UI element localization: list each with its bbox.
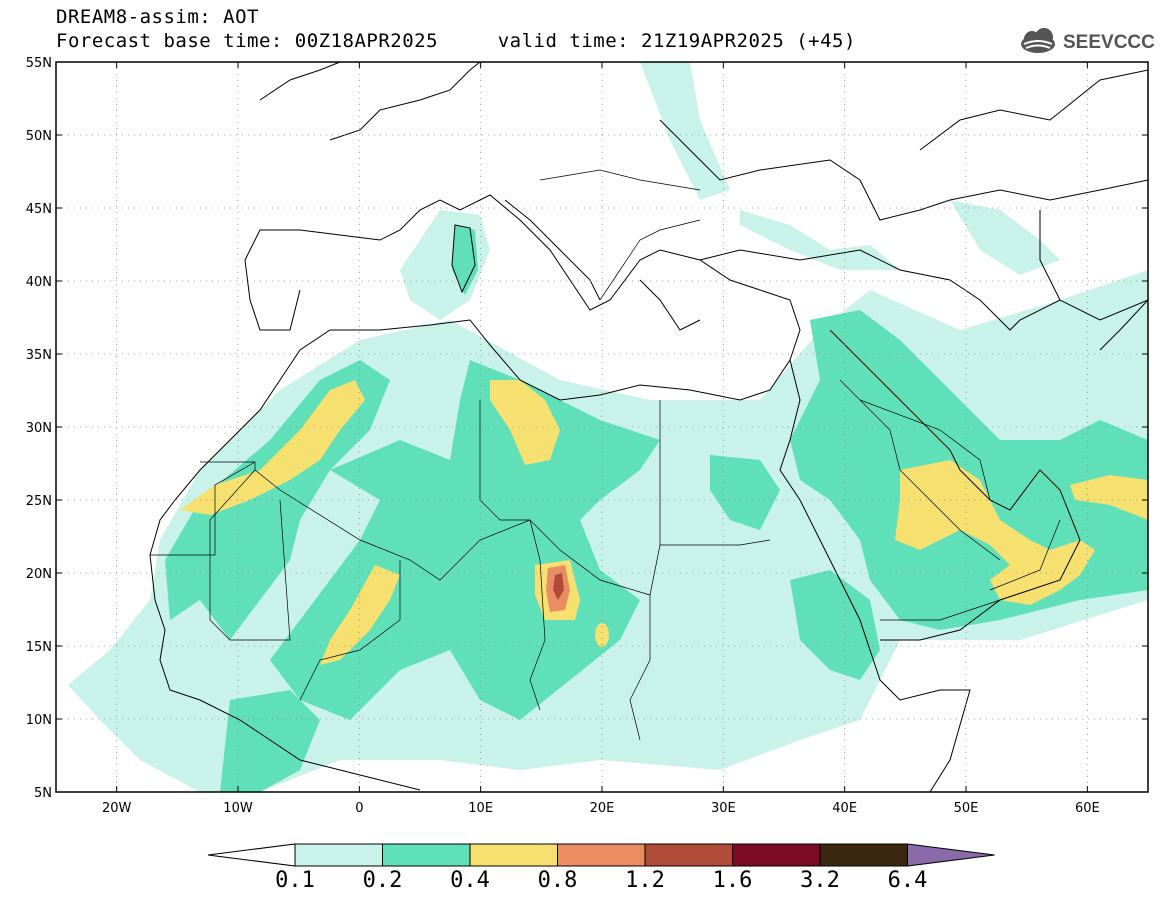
aot-level-0.4-area <box>1070 475 1148 520</box>
aot-level-0.4-area <box>490 380 560 465</box>
lat-tick-label: 10N <box>26 713 52 728</box>
lat-tick-label: 15N <box>26 640 52 655</box>
aot-level-0.1-area <box>640 62 730 200</box>
lon-tick-label: 60E <box>1075 801 1100 816</box>
aot-level-0.1-area <box>950 200 1060 275</box>
colorbar-swatch <box>644 843 733 867</box>
lon-tick-label: 20W <box>102 801 132 816</box>
colorbar-level-label: 0.1 <box>275 868 315 893</box>
lon-tick-label: 0 <box>355 801 363 816</box>
lon-tick-label: 20E <box>590 801 615 816</box>
seevccc-logo: SEEVCCC <box>1016 26 1156 56</box>
lon-tick-labels: 20W 10W 0 10E 20E 30E 40E 50E 60E <box>102 62 1100 816</box>
forecast-time-line: Forecast base time: 00Z18APR2025 valid t… <box>56 30 856 52</box>
aot-level-0.1-area <box>740 210 900 270</box>
colorbar-swatch <box>819 843 908 867</box>
colorbar-level-label: 3.2 <box>800 868 840 893</box>
lon-tick-label: 30E <box>711 801 736 816</box>
logo-text: SEEVCCC <box>1063 32 1155 53</box>
colorbar-swatch <box>382 843 471 867</box>
colorbar-level-label: 0.2 <box>362 868 403 893</box>
aot-level-0.2-area <box>710 455 780 530</box>
lat-tick-label: 40N <box>26 275 52 290</box>
lon-tick-label: 10W <box>223 801 253 816</box>
lat-tick-label: 45N <box>26 202 52 217</box>
colorbar-swatch <box>469 843 558 867</box>
colorbar-level-label: 0.8 <box>537 868 578 893</box>
colorbar-swatch <box>557 843 646 867</box>
aot-level-0.4-area <box>595 623 609 647</box>
coastlines <box>149 62 1148 792</box>
colorbar-swatch <box>294 843 383 867</box>
lat-tick-label: 5N <box>34 786 52 801</box>
aot-level-0.4-area <box>895 460 1095 605</box>
colorbar-low-arrow <box>207 843 296 867</box>
colorbar-level-label: 0.4 <box>450 868 490 893</box>
colorbar-level-label: 1.6 <box>712 868 753 893</box>
lat-tick-label: 25N <box>26 494 52 509</box>
colorbar-swatch <box>732 843 821 867</box>
lat-tick-label: 50N <box>26 129 52 144</box>
country-borders <box>150 169 1061 741</box>
lon-tick-label: 40E <box>832 801 857 816</box>
aot-level-0.4-area <box>320 565 400 665</box>
colorbar-high-arrow <box>907 843 995 867</box>
map-title: DREAM8-assim: AOT <box>56 6 259 28</box>
lat-tick-label: 55N <box>26 56 52 71</box>
aot-level-0.4-area <box>180 380 365 515</box>
lat-tick-label: 35N <box>26 348 52 363</box>
aot-level-0.2-area <box>220 690 320 792</box>
colorbar-level-label: 6.4 <box>887 868 928 893</box>
lon-tick-label: 10E <box>468 801 493 816</box>
cloud-icon <box>1021 28 1055 53</box>
aot-level-1.2-area <box>553 573 564 600</box>
lat-tick-labels: 55N 50N 45N 40N 35N 30N 25N 20N 15N 10N 5N <box>26 56 1148 801</box>
aot-level-0.2-area <box>790 570 880 680</box>
lon-tick-label: 50E <box>954 801 979 816</box>
lat-tick-label: 20N <box>26 567 52 582</box>
colorbar-level-label: 1.2 <box>625 868 665 893</box>
dust-field <box>68 62 1148 792</box>
lat-tick-label: 30N <box>26 421 52 436</box>
